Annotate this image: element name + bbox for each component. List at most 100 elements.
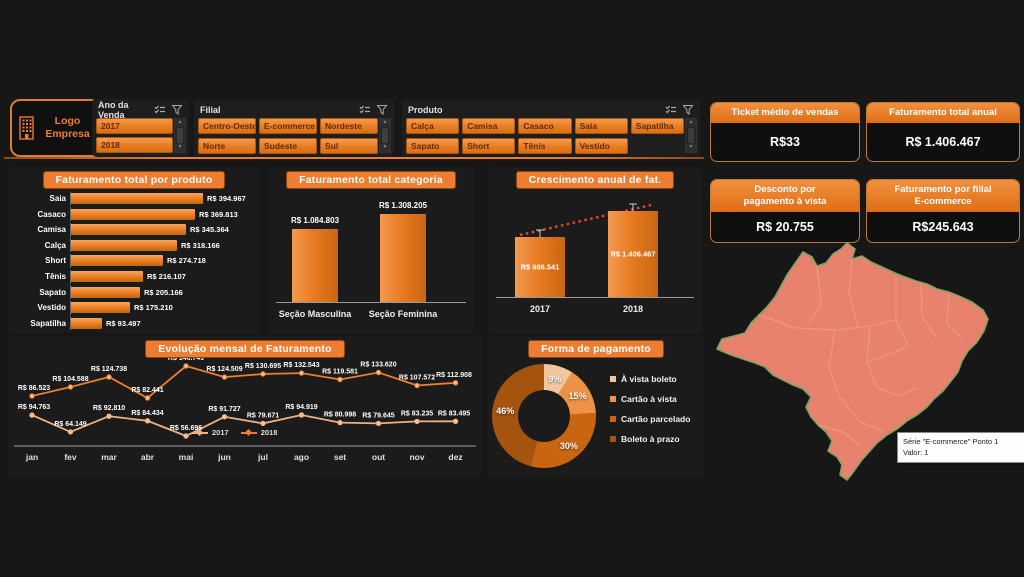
slicer-item-2017[interactable]: 2017	[96, 118, 173, 134]
data-label: R$ 79.671	[247, 412, 279, 419]
scroll-thumb[interactable]	[382, 128, 388, 143]
data-label: R$ 124.738	[91, 366, 127, 373]
multiselect-icon[interactable]	[154, 105, 165, 115]
scroll-thumb[interactable]	[177, 128, 183, 143]
slicer-scrollbar[interactable]: ▲ ▼	[379, 118, 391, 153]
data-point-2018-mar[interactable]	[106, 374, 112, 380]
data-point-2017-nov[interactable]	[414, 418, 420, 425]
scroll-down-icon[interactable]: ▼	[175, 144, 185, 152]
data-point-2018-dez[interactable]	[452, 380, 459, 386]
slicer-item-short[interactable]: Short	[462, 137, 516, 154]
column-secao-feminina[interactable]	[380, 214, 426, 302]
slicer-item-tenis[interactable]: Tênis	[518, 137, 572, 154]
data-point-2018-set[interactable]	[337, 376, 343, 383]
slicer-item-e-commerce[interactable]: E-commerce	[259, 118, 317, 134]
slicer-item-calca[interactable]: Calça	[406, 118, 460, 134]
slicer-item-saia[interactable]: Saia	[574, 118, 628, 134]
data-point-2018-abr[interactable]	[144, 395, 151, 401]
scroll-thumb[interactable]	[688, 128, 694, 143]
data-point-2017-abr[interactable]	[144, 418, 151, 424]
legend-2017[interactable]: 2017	[192, 428, 229, 437]
bar-row: Vestido R$ 175.210	[12, 300, 256, 315]
slicer-scrollbar[interactable]: ▲ ▼	[685, 118, 697, 153]
bar[interactable]	[71, 317, 102, 329]
scroll-up-icon[interactable]: ▲	[686, 119, 696, 127]
scroll-up-icon[interactable]: ▲	[175, 119, 185, 127]
logo-text: Logo Empresa	[45, 115, 90, 140]
data-label: R$ 112.908	[436, 372, 472, 379]
slicer-title: Filial	[200, 104, 221, 115]
bar[interactable]	[71, 271, 143, 282]
data-label: R$ 92.810	[93, 405, 125, 412]
bar[interactable]	[71, 193, 203, 205]
slicer-item-camisa[interactable]: Camisa	[462, 118, 516, 134]
bar[interactable]	[71, 208, 195, 220]
scroll-down-icon[interactable]: ▼	[380, 144, 390, 152]
chart-crescimento-anual: Crescimento anual de fat. R$ 986.541 2017…	[488, 167, 702, 333]
clear-filter-icon[interactable]	[377, 104, 388, 115]
clear-filter-icon[interactable]	[172, 104, 183, 115]
data-point-2018-fev[interactable]	[67, 384, 74, 390]
scroll-up-icon[interactable]: ▲	[380, 119, 390, 127]
slicer-ano-da-venda: Ano da Venda 2017 2018 ▲ ▼	[92, 99, 189, 156]
pie-slice-label: 15%	[568, 391, 587, 402]
legend-2018[interactable]: 2018	[240, 428, 277, 437]
brazil-map[interactable]	[700, 238, 1016, 496]
data-point-2017-jul[interactable]	[260, 420, 266, 427]
data-label: R$ 80.998	[324, 412, 356, 419]
donut-chart[interactable]: 9% 15% 30% 46%	[492, 364, 596, 468]
data-point-2017-jan[interactable]	[29, 412, 35, 418]
state-borders	[758, 258, 963, 447]
bar[interactable]	[71, 286, 140, 298]
bar[interactable]	[71, 255, 163, 267]
data-point-2018-mai[interactable]	[183, 363, 189, 369]
legend-item-boleto-a-prazo[interactable]: Boleto à prazo	[610, 434, 690, 444]
slicer-item-vestido[interactable]: Vestido	[574, 137, 628, 154]
data-point-2017-mai[interactable]	[183, 433, 189, 439]
scroll-down-icon[interactable]: ▼	[686, 144, 696, 152]
legend-item-cartao-a-vista[interactable]: Cartão à vista	[610, 394, 690, 404]
data-point-2018-jul[interactable]	[260, 371, 266, 377]
data-point-2017-out[interactable]	[375, 420, 382, 427]
column-secao-masculina[interactable]	[292, 229, 338, 302]
data-point-2018-jan[interactable]	[29, 393, 35, 399]
column-category-label: 2018	[622, 304, 644, 314]
data-point-2018-nov[interactable]	[414, 382, 420, 389]
bar[interactable]	[71, 239, 177, 251]
slicer-item-casaco[interactable]: Casaco	[518, 118, 572, 134]
slicer-item-2018[interactable]: 2018	[96, 137, 173, 153]
slicer-scrollbar[interactable]: ▲ ▼	[174, 118, 186, 153]
data-point-2017-mar[interactable]	[106, 413, 112, 419]
data-point-2018-jun[interactable]	[221, 374, 228, 380]
data-point-2018-out[interactable]	[375, 369, 382, 376]
bar[interactable]	[71, 224, 186, 236]
multiselect-icon[interactable]	[665, 105, 676, 115]
slicer-item-sul[interactable]: Sul	[320, 137, 378, 154]
bar[interactable]	[71, 302, 130, 314]
bar-category-label: Short	[45, 256, 66, 266]
data-point-2017-set[interactable]	[337, 419, 343, 426]
slicer-item-sudeste[interactable]: Sudeste	[259, 137, 317, 154]
data-point-2017-fev[interactable]	[67, 429, 74, 435]
data-point-2017-jun[interactable]	[221, 414, 228, 420]
axis-label-jun: jun	[217, 452, 231, 462]
multiselect-icon[interactable]	[359, 105, 370, 115]
legend-item-a-vista-boleto[interactable]: À vista boleto	[610, 374, 690, 384]
slicer-item-centro-oeste[interactable]: Centro-Oeste	[198, 118, 256, 134]
slicer-item-nordeste[interactable]: Nordeste	[320, 118, 378, 134]
column-2017[interactable]	[515, 237, 565, 297]
data-point-2018-ago[interactable]	[298, 370, 305, 376]
slicer-item-sapatilha[interactable]: Sapatilha	[630, 118, 684, 134]
slicer-item-norte[interactable]: Norte	[198, 137, 256, 154]
data-point-2017-ago[interactable]	[298, 412, 305, 418]
clear-filter-icon[interactable]	[683, 104, 694, 115]
bar-category-label: Calça	[44, 240, 66, 250]
legend-item-cartao-parcelado[interactable]: Cartão parcelado	[610, 414, 690, 424]
column-2018[interactable]	[608, 211, 658, 297]
slicer-item-sapato[interactable]: Sapato	[406, 137, 460, 154]
brazil-map-region[interactable]	[716, 242, 989, 481]
bar-row: Casaco R$ 369.813	[12, 207, 256, 222]
data-point-2017-dez[interactable]	[452, 418, 459, 425]
column-value-label: R$ 1.308.205	[378, 201, 428, 210]
legend-swatch	[610, 436, 616, 442]
